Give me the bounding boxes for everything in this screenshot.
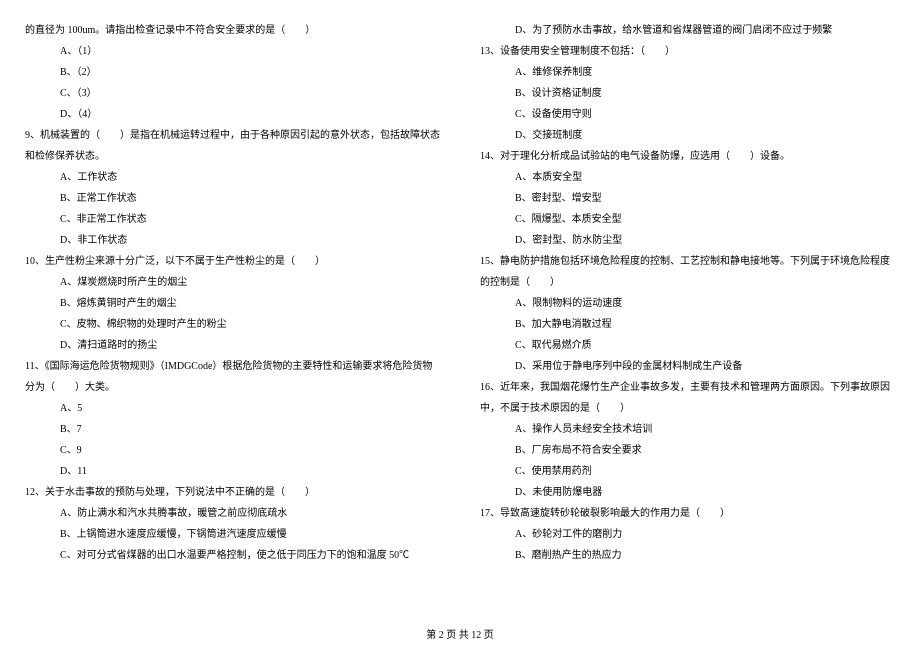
right-column: D、为了预防水击事故，给水管道和省煤器管道的阀门启闭不应过于频繁 13、设备使用… (460, 20, 895, 620)
option: A、5 (25, 398, 440, 419)
option: D、清扫道路时的扬尘 (25, 335, 440, 356)
left-column: 的直径为 100um。请指出检查记录中不符合安全要求的是（ ） A、（1） B、… (25, 20, 460, 620)
question-9: 9、机械装置的（ ）是指在机械运转过程中，由于各种原因引起的意外状态，包括故障状… (25, 125, 440, 167)
option: A、（1） (25, 41, 440, 62)
option: A、操作人员未经安全技术培训 (480, 419, 895, 440)
option: B、加大静电消散过程 (480, 314, 895, 335)
option: A、工作状态 (25, 167, 440, 188)
option: A、限制物料的运动速度 (480, 293, 895, 314)
question-continued: 的直径为 100um。请指出检查记录中不符合安全要求的是（ ） (25, 20, 440, 41)
option: D、11 (25, 461, 440, 482)
option: C、对可分式省煤器的出口水温要严格控制，使之低于同压力下的饱和温度 50℃ (25, 545, 440, 566)
question-11: 11、《国际海运危险货物规则》（IMDGCode）根据危险货物的主要特性和运输要… (25, 356, 440, 398)
question-14: 14、对于理化分析成品试验站的电气设备防爆，应选用（ ）设备。 (480, 146, 895, 167)
option: D、为了预防水击事故，给水管道和省煤器管道的阀门启闭不应过于频繁 (480, 20, 895, 41)
option: B、熔炼黄铜时产生的烟尘 (25, 293, 440, 314)
option: D、密封型、防水防尘型 (480, 230, 895, 251)
option: D、采用位于静电序列中段的金属材料制成生产设备 (480, 356, 895, 377)
option: C、设备使用守则 (480, 104, 895, 125)
option: B、正常工作状态 (25, 188, 440, 209)
question-12: 12、关于水击事故的预防与处理，下列说法中不正确的是（ ） (25, 482, 440, 503)
option: D、交接班制度 (480, 125, 895, 146)
option: D、非工作状态 (25, 230, 440, 251)
page-footer: 第 2 页 共 12 页 (0, 620, 920, 641)
option: C、皮物、棉织物的处理时产生的粉尘 (25, 314, 440, 335)
question-16: 16、近年来，我国烟花爆竹生产企业事故多发，主要有技术和管理两方面原因。下列事故… (480, 377, 895, 419)
option: A、防止满水和汽水共腾事故，暖管之前应彻底疏水 (25, 503, 440, 524)
option: B、7 (25, 419, 440, 440)
option: B、设计资格证制度 (480, 83, 895, 104)
option: C、非正常工作状态 (25, 209, 440, 230)
question-10: 10、生产性粉尘来源十分广泛，以下不属于生产性粉尘的是（ ） (25, 251, 440, 272)
question-17: 17、导致高速旋转砂轮破裂影响最大的作用力是（ ） (480, 503, 895, 524)
option: C、使用禁用药剂 (480, 461, 895, 482)
option: B、磨削热产生的热应力 (480, 545, 895, 566)
option: A、维修保养制度 (480, 62, 895, 83)
option: B、上锅筒进水速度应缓慢，下锅筒进汽速度应缓慢 (25, 524, 440, 545)
question-15: 15、静电防护措施包括环境危险程度的控制、工艺控制和静电接地等。下列属于环境危险… (480, 251, 895, 293)
option: D、未使用防爆电器 (480, 482, 895, 503)
option: C、取代易燃介质 (480, 335, 895, 356)
option: A、本质安全型 (480, 167, 895, 188)
option: B、密封型、增安型 (480, 188, 895, 209)
option: B、（2） (25, 62, 440, 83)
option: B、厂房布局不符合安全要求 (480, 440, 895, 461)
option: C、隔爆型、本质安全型 (480, 209, 895, 230)
option: D、（4） (25, 104, 440, 125)
question-13: 13、设备使用安全管理制度不包括：（ ） (480, 41, 895, 62)
option: A、煤炭燃烧时所产生的烟尘 (25, 272, 440, 293)
option: A、砂轮对工件的磨削力 (480, 524, 895, 545)
option: C、9 (25, 440, 440, 461)
option: C、（3） (25, 83, 440, 104)
